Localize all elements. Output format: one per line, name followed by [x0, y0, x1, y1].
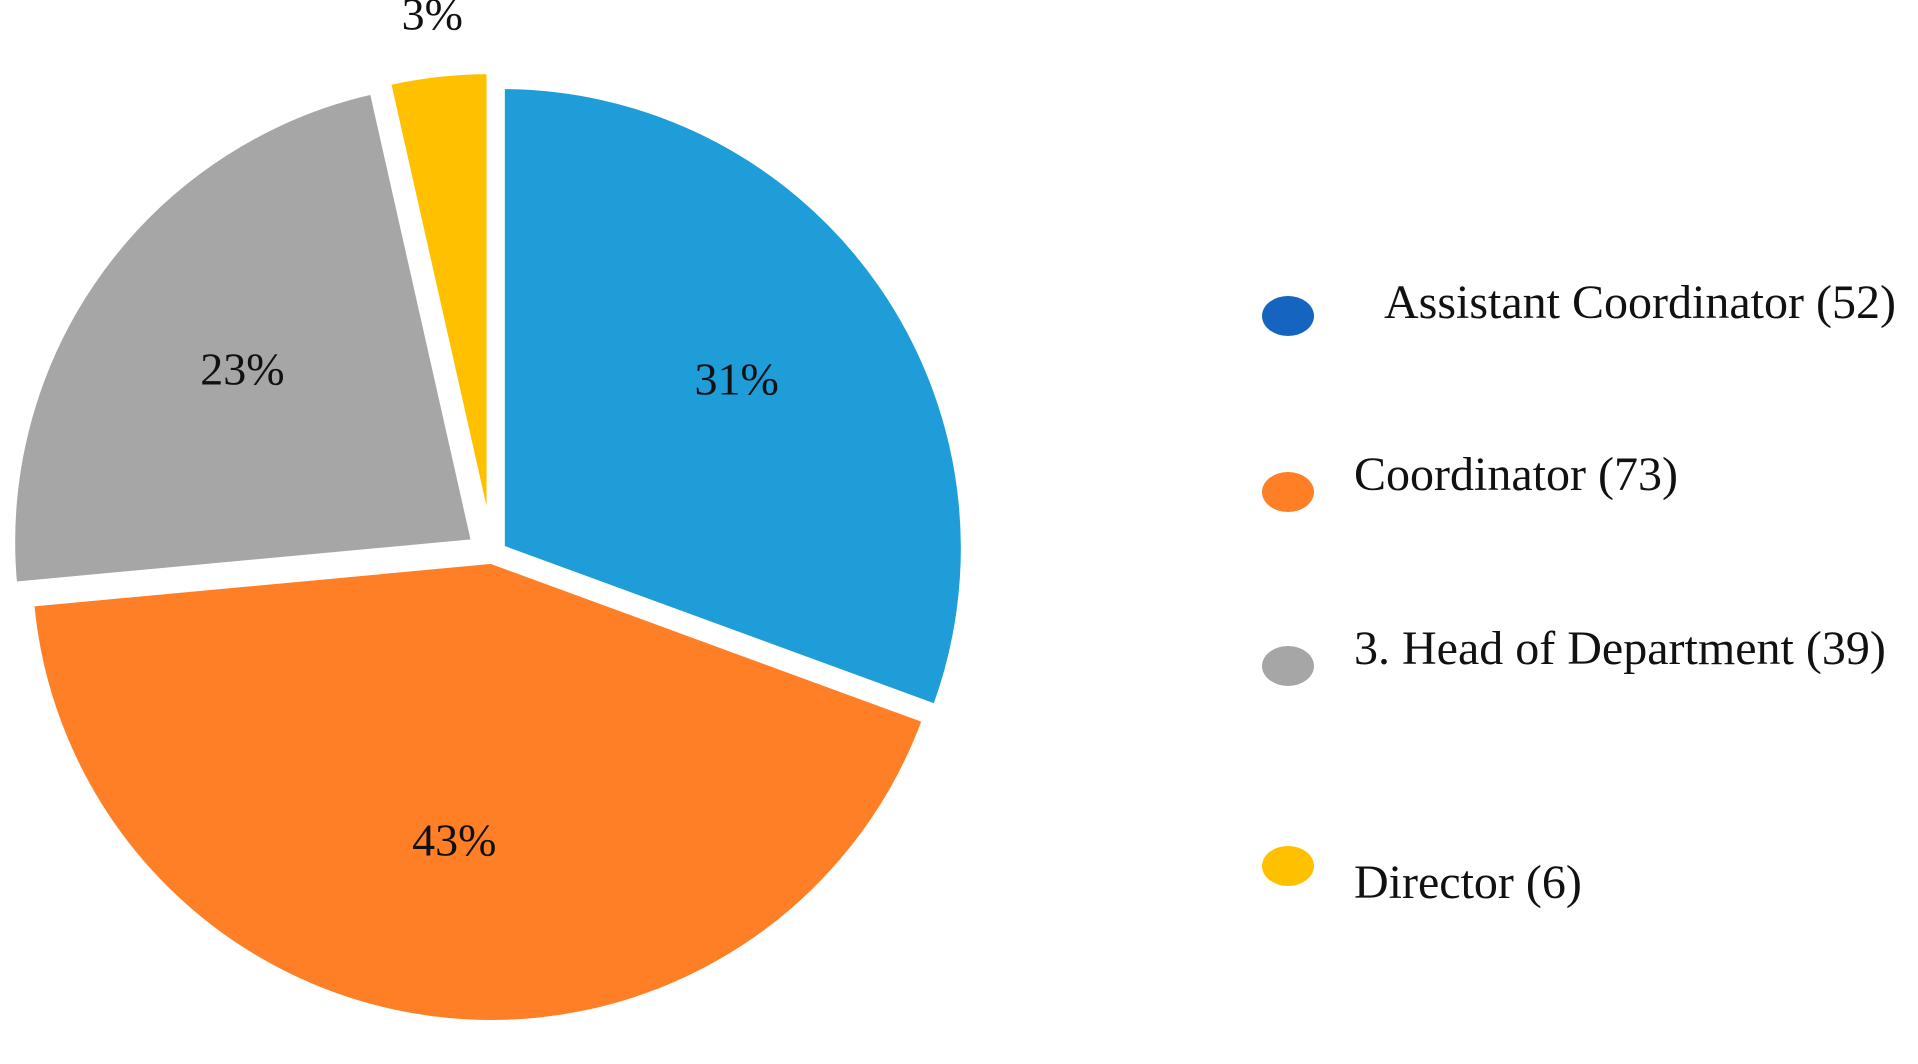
- legend-marker-coordinator: [1262, 472, 1314, 512]
- pie-label-director: 3%: [402, 0, 463, 39]
- legend-label-coordinator: Coordinator (73): [1354, 448, 1678, 501]
- pie-slice-coordinator: [27, 557, 929, 1026]
- legend-marker-assistant-coordinator: [1262, 296, 1314, 336]
- pie-label-head-of-department: 23%: [200, 343, 284, 394]
- pie-slice-head-of-department: [9, 87, 478, 588]
- legend-label-head-of-department: 3. Head of Department (39): [1354, 622, 1886, 675]
- pie-label-assistant-coordinator: 31%: [694, 354, 778, 405]
- pie-slice-assistant-coordinator: [498, 83, 967, 711]
- pie-slice-director: [384, 68, 493, 534]
- legend-marker-director: [1262, 846, 1314, 886]
- legend-marker-head-of-department: [1262, 646, 1314, 686]
- pie-label-coordinator: 43%: [412, 815, 496, 866]
- legend-label-assistant-coordinator: Assistant Coordinator (52): [1384, 276, 1896, 329]
- legend-label-director: Director (6): [1354, 856, 1582, 909]
